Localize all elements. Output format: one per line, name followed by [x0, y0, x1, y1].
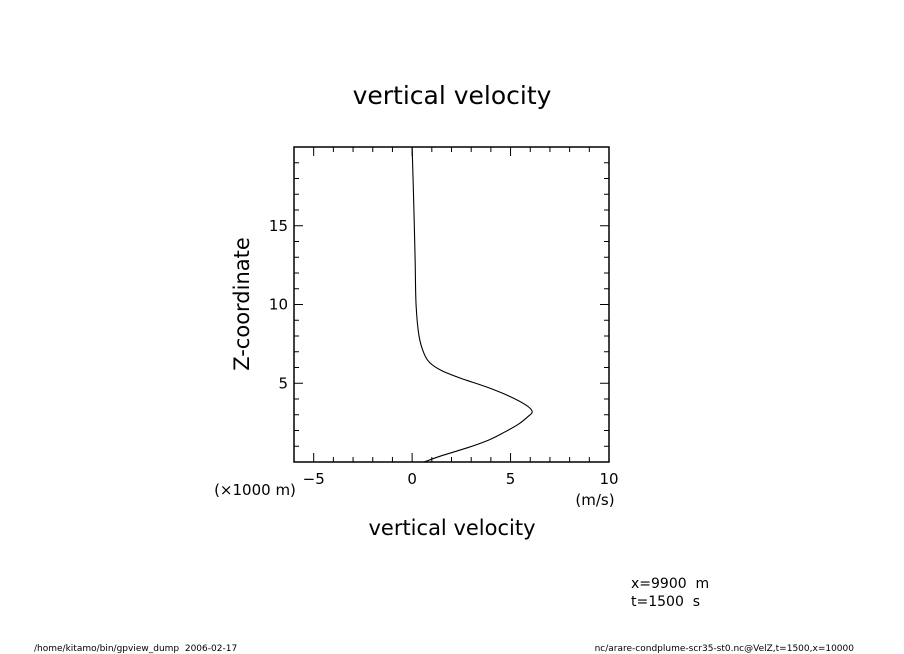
y-axis-label: Z-coordinate [230, 237, 254, 371]
x-tick-label: 0 [407, 470, 417, 488]
x-tick-label: −5 [303, 470, 325, 488]
y-tick-label: 10 [269, 296, 288, 314]
x-tick-label: 5 [506, 470, 516, 488]
chart-title: vertical velocity [353, 81, 552, 110]
footer-left: /home/kitamo/bin/gpview_dump 2006-02-17 [34, 644, 237, 654]
y-unit-label: (×1000 m) [214, 481, 296, 499]
axis-tick-labels: −5 0 5 10 5 10 15 [269, 217, 619, 488]
y-tick-label: 15 [269, 217, 288, 235]
x-unit-label: (m/s) [575, 491, 614, 509]
x-axis-label: vertical velocity [368, 516, 535, 540]
series-line [411, 146, 533, 463]
footer-right: nc/arare-condplume-scr35-st0.nc@VelZ,t=1… [595, 644, 855, 654]
y-tick-label: 5 [278, 374, 288, 392]
x-position-info: x=9900 m [631, 576, 709, 592]
axis-ticks [293, 147, 610, 462]
x-tick-label: 10 [599, 470, 618, 488]
time-info: t=1500 s [631, 594, 700, 610]
plot-frame [293, 146, 610, 463]
